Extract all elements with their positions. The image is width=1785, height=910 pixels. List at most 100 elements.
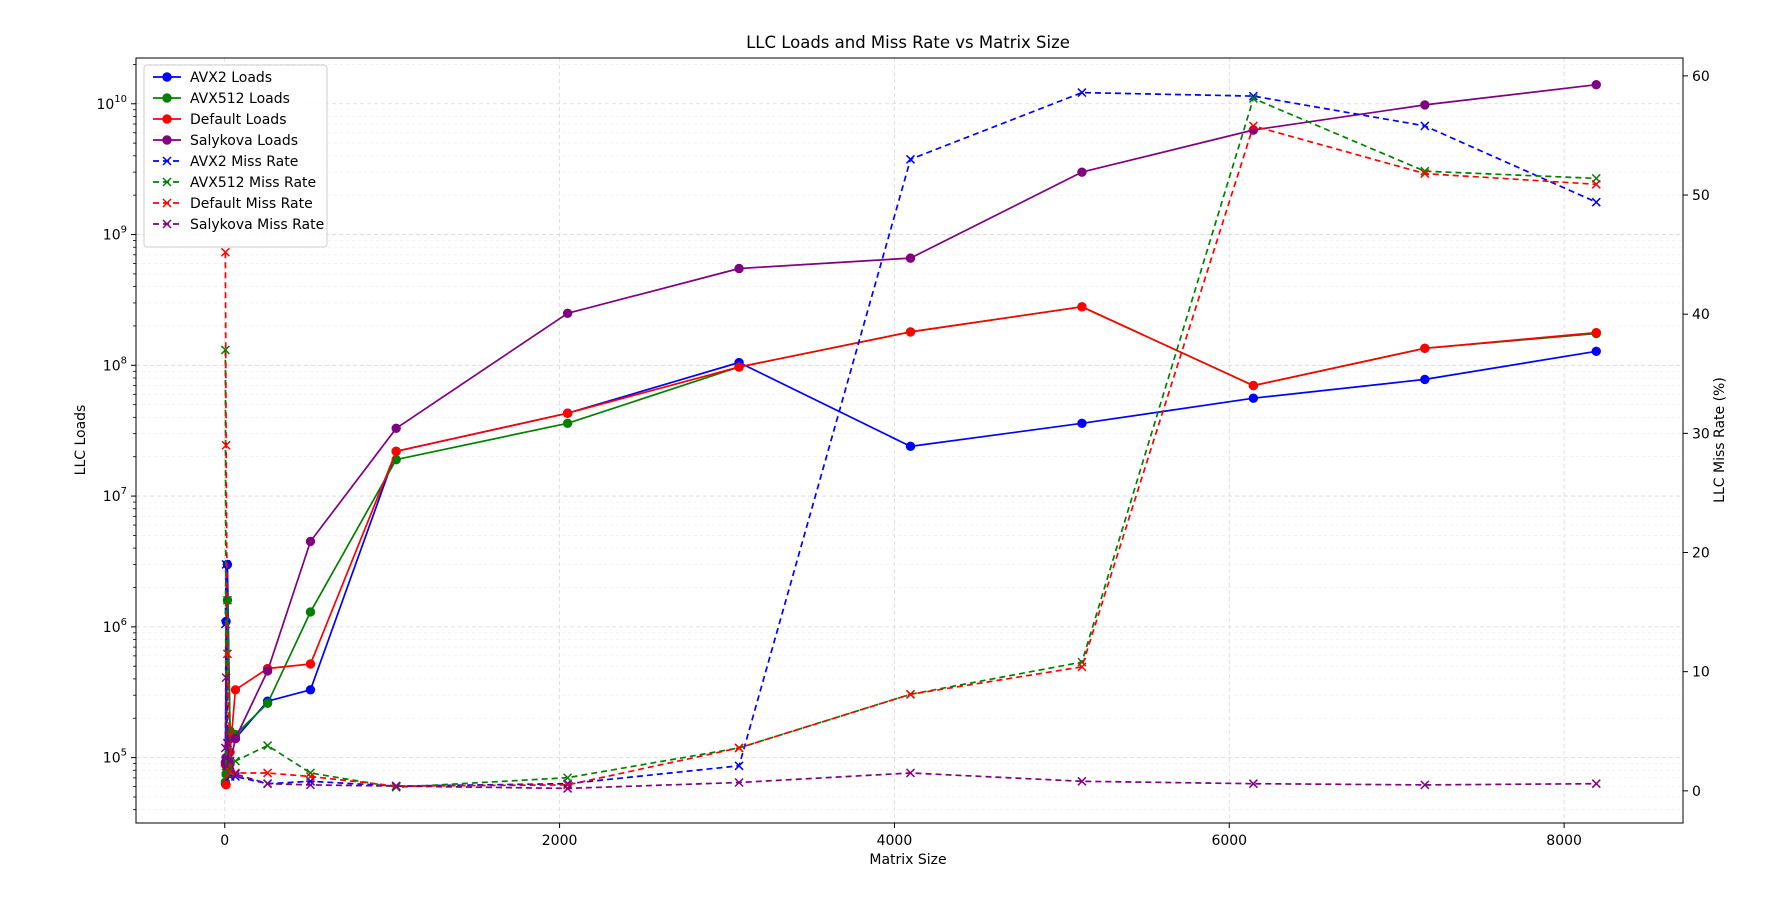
avx512-miss-rate-point (1248, 93, 1258, 104)
salykova-loads-point (391, 423, 401, 433)
legend-label: Default Loads (190, 112, 286, 128)
default-miss-rate-point (905, 689, 916, 699)
default-miss-rate-point (221, 440, 231, 450)
legend-label: AVX2 Miss Rate (190, 154, 298, 170)
y-right-tick-label: 50 (1692, 188, 1710, 204)
legend-label: Salykova Loads (190, 133, 298, 149)
avx512-miss-rate-point (391, 782, 401, 792)
x-tick-label: 6000 (1211, 833, 1247, 849)
salykova-loads-line (224, 83, 1597, 768)
legend-item: AVX512 Miss Rate (153, 175, 316, 191)
default-loads-point (734, 362, 744, 372)
y-left-tick-label: 106 (103, 617, 127, 636)
avx2-miss-rate-point (905, 154, 916, 164)
series-avx2-miss-rate (220, 88, 1601, 791)
legend-label: AVX512 Loads (190, 91, 290, 107)
default-loads-point (1591, 327, 1601, 338)
salykova-loads-point (1077, 167, 1087, 177)
default-loads-point (1077, 302, 1087, 312)
salykova-miss-rate-point (305, 780, 315, 790)
legend-item: Salykova Miss Rate (153, 217, 324, 233)
x-tick-label: 4000 (877, 833, 913, 849)
legend-item: Salykova Loads (153, 133, 298, 149)
salykova-miss-rate-point (734, 777, 744, 788)
salykova-miss-rate-point (221, 673, 231, 683)
axis-layer: 0 2000 4000 6000 8000 105 106 107 108 109 1010 0 10 2… (96, 64, 1710, 849)
x-tick-label: 0 (220, 833, 229, 849)
salykova-loads-point (562, 308, 573, 318)
default-loads-point (562, 408, 573, 418)
legend-label: Default Miss Rate (190, 196, 313, 212)
y-right-tick-label: 10 (1692, 665, 1710, 681)
salykova-loads-point (230, 733, 241, 744)
avx512-loads-point (305, 607, 316, 617)
default-miss-rate-point (734, 743, 744, 753)
avx512-miss-rate-point (263, 741, 273, 751)
series-avx2-loads (220, 346, 1601, 789)
avx2-loads-point (305, 685, 316, 695)
default-miss-rate-point (263, 768, 273, 778)
salykova-miss-rate-point (905, 768, 916, 778)
salykova-miss-rate-point (1591, 779, 1601, 789)
y-axis-left-title: LLC Loads (73, 405, 89, 476)
salykova-loads-point (1591, 79, 1601, 90)
salykova-loads-point (305, 536, 316, 547)
salykova-miss-rate-point (391, 781, 401, 791)
salykova-miss-rate-point (563, 783, 573, 793)
legend-marker (162, 177, 172, 187)
salykova-miss-rate-point (220, 743, 230, 753)
x-axis-title: Matrix Size (869, 852, 946, 868)
y-axis-right-title: LLC Miss Rate (%) (1712, 377, 1728, 503)
legend-marker (162, 156, 172, 166)
chart-title: LLC Loads and Miss Rate vs Matrix Size (746, 33, 1070, 52)
salykova-miss-rate-point (1248, 779, 1258, 789)
salykova-miss-rate-point (222, 738, 232, 748)
plot-frame (135, 57, 1684, 824)
avx2-loads-point (905, 441, 916, 452)
legend-item: Default Miss Rate (153, 196, 313, 212)
avx2-miss-rate-line (224, 91, 1597, 787)
avx2-loads-point (1077, 418, 1087, 429)
legend-marker (162, 135, 172, 145)
legend-label: AVX2 Loads (190, 70, 272, 86)
series-default-miss-rate (220, 121, 1601, 791)
salykova-loads-point (905, 253, 916, 263)
series-default-loads (220, 302, 1601, 790)
legend-item: Default Loads (153, 112, 286, 128)
salykova-loads-point (734, 263, 744, 274)
salykova-miss-rate-point (1077, 776, 1087, 786)
legend-item: AVX2 Loads (153, 70, 272, 86)
legend: AVX2 Loads AVX512 Loads Default Loads Salyk… (143, 64, 328, 248)
legend-marker (162, 72, 172, 82)
default-miss-rate-point (1077, 662, 1087, 672)
default-loads-point (1420, 343, 1430, 353)
avx2-miss-rate-point (1077, 88, 1087, 98)
series-salykova-miss-rate (220, 673, 1601, 793)
y-left-tick-label: 108 (103, 355, 127, 374)
x-tick-label: 8000 (1546, 833, 1582, 849)
y-left-tick-label: 107 (103, 486, 127, 505)
y-left-tick-label: 105 (103, 748, 127, 767)
salykova-miss-rate-point (230, 769, 240, 779)
y-left-tick-label: 109 (103, 225, 127, 244)
series-layer (220, 79, 1601, 793)
legend-label: Salykova Miss Rate (190, 217, 324, 233)
avx512-loads-point (562, 418, 573, 429)
avx2-loads-line (224, 350, 1597, 784)
default-loads-point (221, 780, 231, 790)
avx2-miss-rate-point (1591, 197, 1601, 207)
salykova-miss-rate-point (263, 779, 273, 789)
default-miss-rate-point (1248, 121, 1258, 131)
salykova-miss-rate-point (225, 756, 235, 766)
avx512-miss-rate-point (563, 773, 573, 783)
avx2-loads-point (1248, 393, 1259, 403)
salykova-miss-rate-point (1420, 780, 1430, 790)
legend-item: AVX2 Miss Rate (153, 154, 298, 170)
legend-box (143, 64, 328, 248)
default-loads-point (1248, 380, 1259, 391)
default-loads-point (391, 446, 401, 456)
x-tick-label: 2000 (542, 833, 578, 849)
y-right-tick-label: 40 (1692, 307, 1710, 323)
avx2-loads-point (1420, 374, 1430, 385)
